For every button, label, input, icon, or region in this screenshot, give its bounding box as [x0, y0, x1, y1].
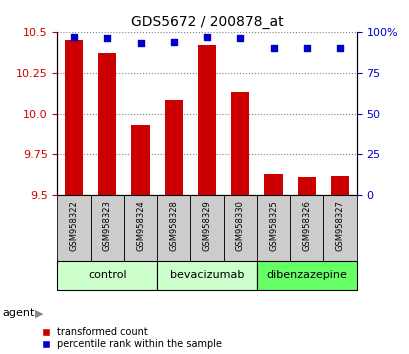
Bar	[264, 174, 282, 195]
Bar	[157, 261, 256, 290]
Bar	[131, 125, 149, 195]
Legend: transformed count, percentile rank within the sample: transformed count, percentile rank withi…	[42, 327, 222, 349]
Bar	[124, 195, 157, 261]
Point	[71, 34, 77, 40]
Bar	[57, 261, 157, 290]
Bar	[323, 195, 356, 261]
Point	[236, 35, 243, 41]
Bar	[190, 195, 223, 261]
Point	[203, 34, 210, 40]
Bar	[65, 40, 83, 195]
Point	[303, 45, 309, 51]
Text: GSM958328: GSM958328	[169, 200, 178, 251]
Bar	[157, 195, 190, 261]
Bar	[223, 195, 256, 261]
Text: GSM958324: GSM958324	[136, 200, 145, 251]
Text: control: control	[88, 270, 126, 280]
Bar	[57, 195, 90, 261]
Text: ▶: ▶	[35, 308, 43, 318]
Text: GSM958326: GSM958326	[301, 200, 310, 251]
Bar	[290, 195, 323, 261]
Point	[270, 45, 276, 51]
Bar	[297, 177, 315, 195]
Bar	[256, 261, 356, 290]
Text: agent: agent	[2, 308, 34, 318]
Bar	[98, 53, 116, 195]
Bar	[90, 195, 124, 261]
Bar	[198, 45, 216, 195]
Text: GSM958323: GSM958323	[103, 200, 112, 251]
Title: GDS5672 / 200878_at: GDS5672 / 200878_at	[130, 16, 283, 29]
Point	[104, 35, 110, 41]
Text: GSM958329: GSM958329	[202, 200, 211, 251]
Point	[137, 40, 144, 46]
Text: GSM958322: GSM958322	[70, 200, 79, 251]
Bar	[256, 195, 290, 261]
Text: dibenzazepine: dibenzazepine	[266, 270, 346, 280]
Text: GSM958327: GSM958327	[335, 200, 344, 251]
Point	[336, 45, 342, 51]
Text: GSM958325: GSM958325	[268, 200, 277, 251]
Bar	[164, 101, 182, 195]
Text: GSM958330: GSM958330	[235, 200, 244, 251]
Point	[170, 39, 177, 45]
Bar	[330, 176, 348, 195]
Text: bevacizumab: bevacizumab	[169, 270, 244, 280]
Bar	[231, 92, 249, 195]
